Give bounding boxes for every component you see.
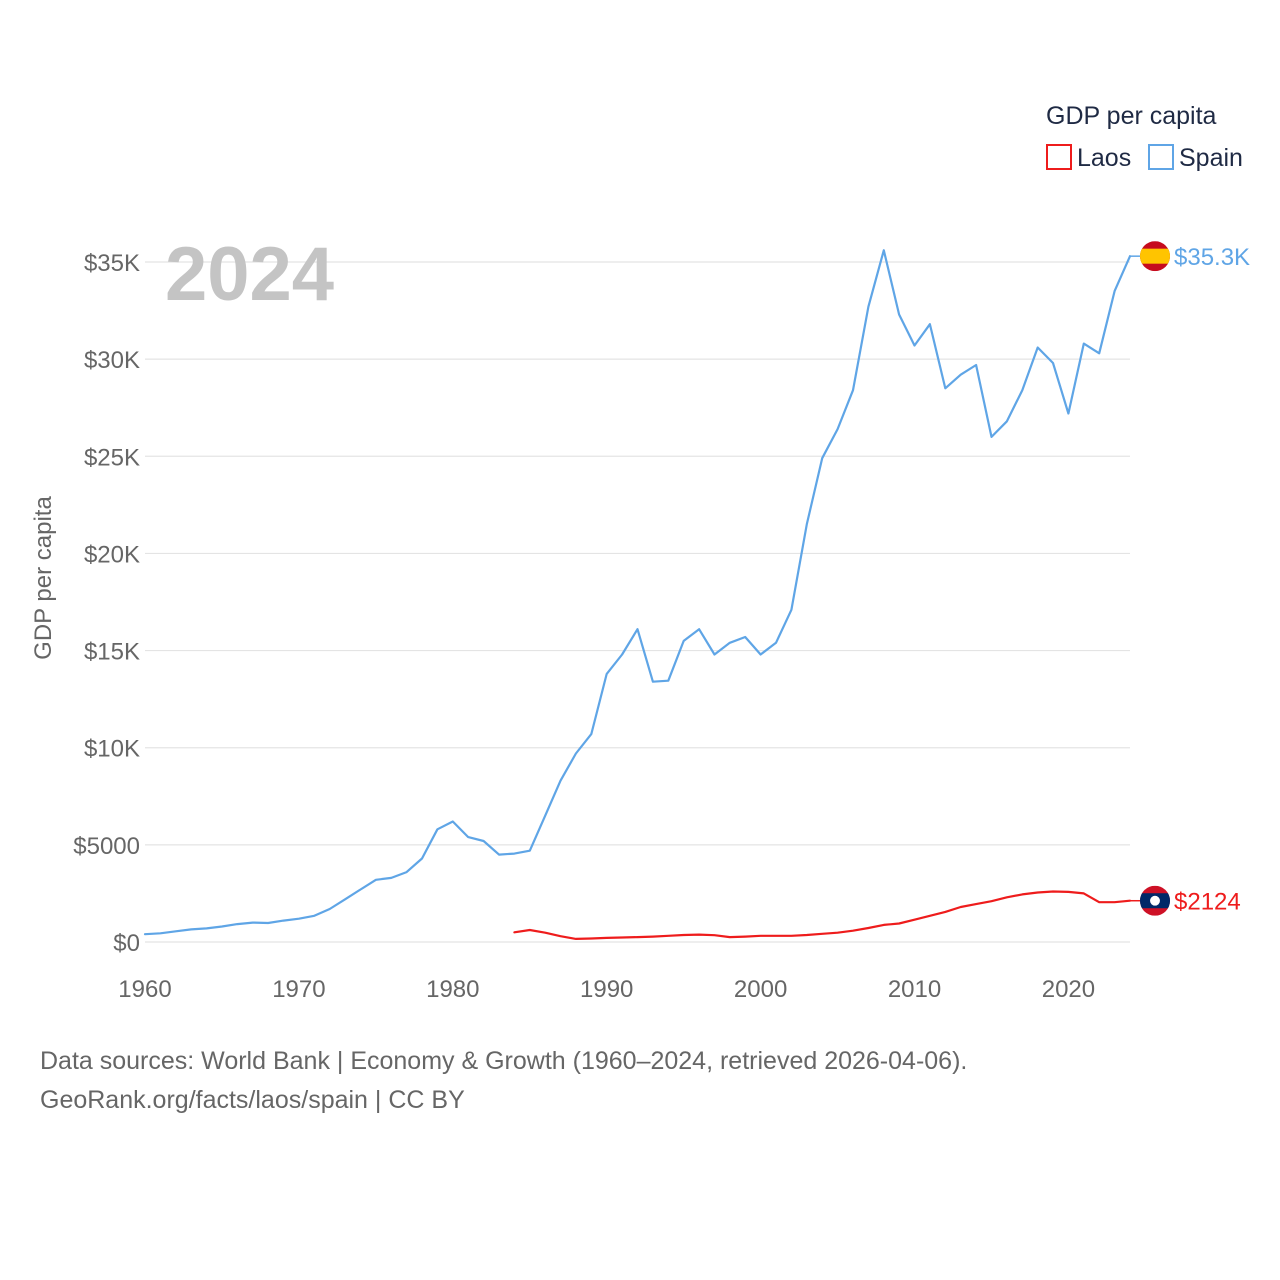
legend: GDP per capita Laos Spain [1046, 102, 1243, 172]
x-axis-ticks: 1960 1970 1980 1990 2000 2010 2020 [118, 976, 1095, 1003]
spain-flag-icon [1140, 241, 1170, 272]
y-tick-label: $25K [84, 444, 140, 471]
legend-swatch-spain[interactable] [1148, 144, 1174, 170]
end-label-laos: $2124 [1174, 889, 1241, 916]
legend-title: GDP per capita [1046, 102, 1217, 130]
y-tick-label: $5000 [73, 833, 140, 860]
y-tick-label: $0 [113, 930, 140, 957]
y-tick-label: $15K [84, 639, 140, 666]
x-tick-label: 1970 [272, 976, 325, 1003]
end-label-spain: $35.3K [1174, 244, 1250, 271]
series-line-spain [143, 249, 1132, 936]
x-tick-label: 2000 [734, 976, 787, 1003]
series-lines [143, 249, 1132, 941]
y-tick-label: $10K [84, 736, 140, 763]
legend-label-spain[interactable]: Spain [1179, 144, 1243, 172]
x-tick-label: 2010 [888, 976, 941, 1003]
sources-line: Data sources: World Bank | Economy & Gro… [40, 1047, 968, 1075]
x-tick-label: 1980 [426, 976, 479, 1003]
sources-link[interactable]: GeoRank.org/facts/laos/spain | CC BY [40, 1086, 465, 1114]
y-tick-label: $20K [84, 541, 140, 568]
x-tick-label: 2020 [1042, 976, 1095, 1003]
y-axis-label: GDP per capita [30, 496, 57, 660]
grid-lines [145, 261, 1130, 943]
y-tick-label: $30K [84, 347, 140, 374]
x-tick-label: 1960 [118, 976, 171, 1003]
legend-label-laos[interactable]: Laos [1077, 144, 1131, 172]
legend-swatch-laos[interactable] [1046, 144, 1072, 170]
laos-flag-icon [1140, 885, 1170, 916]
y-axis-ticks: $0 $5000 $10K $15K $20K $25K $30K $35K [73, 250, 140, 957]
data-sources: Data sources: World Bank | Economy & Gro… [40, 1042, 1240, 1120]
end-markers: $35.3K $2124 [1130, 241, 1250, 916]
series-line-laos [513, 890, 1132, 941]
year-label: 2024 [165, 232, 334, 317]
y-tick-label: $35K [84, 250, 140, 277]
x-tick-label: 1990 [580, 976, 633, 1003]
